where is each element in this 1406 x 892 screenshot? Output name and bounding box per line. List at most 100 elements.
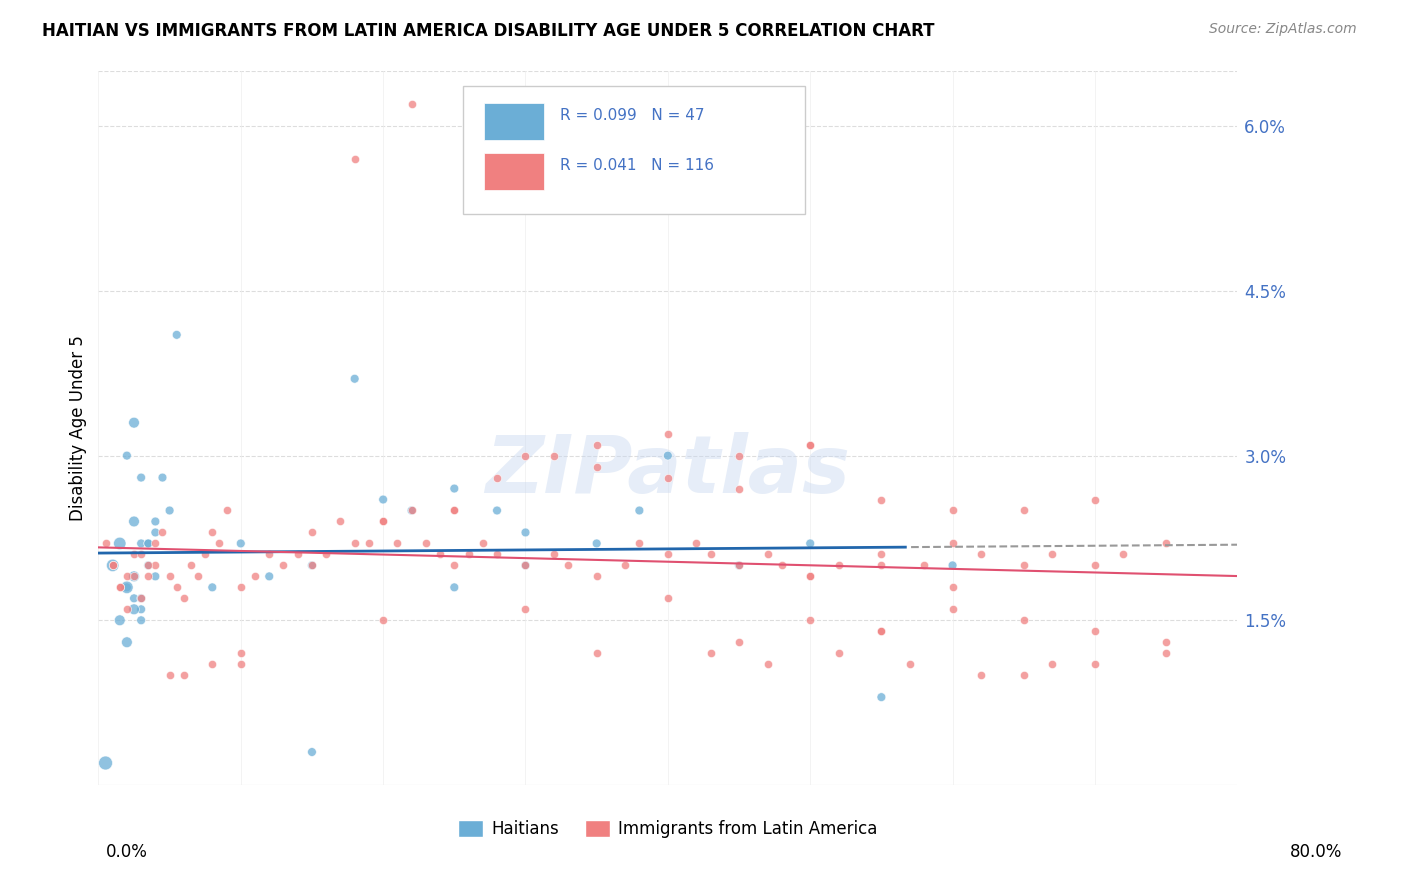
Point <box>486 470 509 484</box>
Point <box>101 558 124 573</box>
Text: Source: ZipAtlas.com: Source: ZipAtlas.com <box>1209 22 1357 37</box>
Point <box>614 558 637 573</box>
Point <box>799 569 821 583</box>
Point <box>1040 657 1063 672</box>
Point <box>457 548 479 562</box>
Point <box>229 536 252 550</box>
Point <box>912 558 935 573</box>
Point <box>1012 558 1035 573</box>
Point <box>443 503 465 517</box>
Text: 0.0%: 0.0% <box>105 843 148 861</box>
Point <box>259 548 281 562</box>
Point <box>728 482 751 496</box>
Point <box>799 437 821 451</box>
Point <box>728 558 751 573</box>
Point <box>122 569 145 583</box>
Point <box>159 668 181 682</box>
Point <box>657 591 679 606</box>
Point <box>145 558 167 573</box>
Point <box>515 525 537 540</box>
Point <box>373 515 395 529</box>
Point <box>201 525 224 540</box>
Point <box>301 745 323 759</box>
Point <box>628 536 651 550</box>
Point <box>443 580 465 594</box>
Point <box>301 558 323 573</box>
Point <box>129 613 152 627</box>
Point <box>122 548 145 562</box>
Point <box>94 536 117 550</box>
Point <box>129 591 152 606</box>
Point <box>1084 624 1107 639</box>
Point <box>1112 548 1135 562</box>
Point <box>942 503 965 517</box>
Point <box>770 558 793 573</box>
FancyBboxPatch shape <box>485 103 544 140</box>
Point <box>136 569 159 583</box>
Point <box>799 569 821 583</box>
Point <box>1084 492 1107 507</box>
Point <box>136 558 159 573</box>
Point <box>970 668 993 682</box>
Point <box>756 548 779 562</box>
Point <box>273 558 295 573</box>
Point <box>799 536 821 550</box>
Point <box>898 657 921 672</box>
Point <box>728 558 751 573</box>
Point <box>942 536 965 550</box>
Point <box>471 536 494 550</box>
Point <box>136 536 159 550</box>
Point <box>180 558 202 573</box>
Point <box>942 602 965 616</box>
Point <box>122 591 145 606</box>
Point <box>166 580 188 594</box>
Point <box>728 449 751 463</box>
Point <box>229 646 252 660</box>
Point <box>373 515 395 529</box>
Point <box>122 416 145 430</box>
Point <box>145 536 167 550</box>
Point <box>129 470 152 484</box>
Point <box>166 327 188 342</box>
Point <box>301 558 323 573</box>
Point <box>443 558 465 573</box>
Point <box>301 525 323 540</box>
Text: HAITIAN VS IMMIGRANTS FROM LATIN AMERICA DISABILITY AGE UNDER 5 CORRELATION CHAR: HAITIAN VS IMMIGRANTS FROM LATIN AMERICA… <box>42 22 935 40</box>
Point <box>1012 613 1035 627</box>
Point <box>1012 503 1035 517</box>
Point <box>515 558 537 573</box>
Point <box>657 548 679 562</box>
Point <box>870 624 893 639</box>
Point <box>401 503 423 517</box>
Point <box>828 558 851 573</box>
Point <box>115 580 138 594</box>
Point <box>585 459 607 474</box>
Point <box>229 657 252 672</box>
Point <box>357 536 380 550</box>
Point <box>515 449 537 463</box>
Point <box>208 536 231 550</box>
Legend: Haitians, Immigrants from Latin America: Haitians, Immigrants from Latin America <box>451 813 884 845</box>
Text: R = 0.041   N = 116: R = 0.041 N = 116 <box>560 158 714 173</box>
Point <box>122 602 145 616</box>
Point <box>115 635 138 649</box>
Point <box>215 503 238 517</box>
Point <box>229 580 252 594</box>
Point <box>108 580 131 594</box>
Point <box>415 536 437 550</box>
Y-axis label: Disability Age Under 5: Disability Age Under 5 <box>69 335 87 521</box>
Point <box>122 515 145 529</box>
Point <box>543 548 565 562</box>
Point <box>129 536 152 550</box>
Point <box>657 470 679 484</box>
Point <box>401 97 423 112</box>
Point <box>101 558 124 573</box>
Point <box>799 613 821 627</box>
Point <box>1084 657 1107 672</box>
Text: ZIPatlas: ZIPatlas <box>485 432 851 510</box>
FancyBboxPatch shape <box>463 86 804 214</box>
Point <box>429 548 451 562</box>
Point <box>699 646 721 660</box>
Point <box>129 602 152 616</box>
Point <box>159 569 181 583</box>
